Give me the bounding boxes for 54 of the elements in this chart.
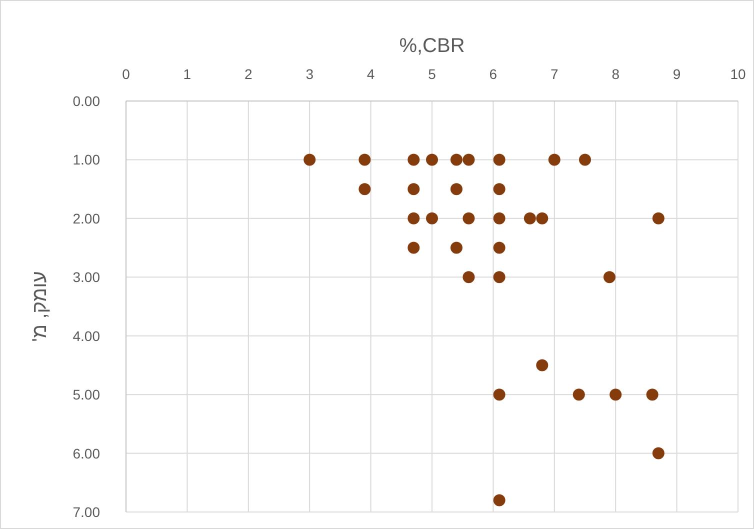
point: [493, 494, 506, 506]
point: [408, 183, 420, 196]
x-tick-label: 3: [306, 66, 314, 82]
y-axis-title: עומק, מ': [29, 271, 51, 342]
point: [493, 183, 506, 196]
chart-title: %,CBR: [399, 35, 465, 57]
point: [603, 271, 616, 284]
point: [536, 212, 548, 224]
y-tick-label: 5.00: [72, 386, 100, 403]
point: [358, 154, 371, 166]
point: [610, 388, 622, 401]
x-tick-label: 0: [122, 66, 130, 82]
y-tick-label: 6.00: [72, 445, 100, 462]
point: [426, 212, 438, 224]
x-tick-label: 5: [428, 66, 436, 82]
x-tick-label: 9: [672, 66, 681, 82]
y-tick-label: 4.00: [72, 328, 100, 344]
point: [462, 154, 475, 166]
x-tick-label: 2: [244, 66, 252, 82]
point: [493, 388, 506, 401]
x-tick-label: 4: [366, 66, 375, 82]
point: [462, 271, 475, 284]
y-tick-label: 0.00: [72, 93, 100, 109]
x-tick-label: 10: [730, 66, 746, 82]
point: [524, 212, 536, 224]
y-tick-label: 3.00: [72, 269, 100, 286]
point: [450, 242, 462, 254]
x-tick-label: 7: [550, 66, 558, 82]
point: [572, 388, 585, 401]
point: [652, 447, 664, 460]
point: [652, 212, 664, 224]
point: [493, 154, 506, 166]
point: [462, 212, 475, 224]
point: [646, 388, 658, 401]
y-tick-label: 1.00: [72, 152, 100, 168]
y-tick-label: 2.00: [72, 210, 100, 226]
x-tick-label: 1: [183, 66, 192, 82]
point: [493, 212, 506, 224]
x-tick-label: 8: [612, 66, 620, 82]
point: [450, 183, 462, 196]
point: [408, 242, 420, 254]
point: [304, 154, 316, 166]
y-tick-label: 7.00: [72, 504, 100, 520]
point: [536, 359, 548, 372]
point: [358, 183, 371, 196]
point: [450, 154, 462, 166]
point: [426, 154, 438, 166]
point: [493, 242, 506, 254]
point: [493, 271, 506, 284]
point: [408, 154, 420, 166]
point: [548, 154, 560, 166]
point: [408, 212, 420, 224]
x-tick-label: 6: [489, 66, 498, 82]
point: [579, 154, 591, 166]
